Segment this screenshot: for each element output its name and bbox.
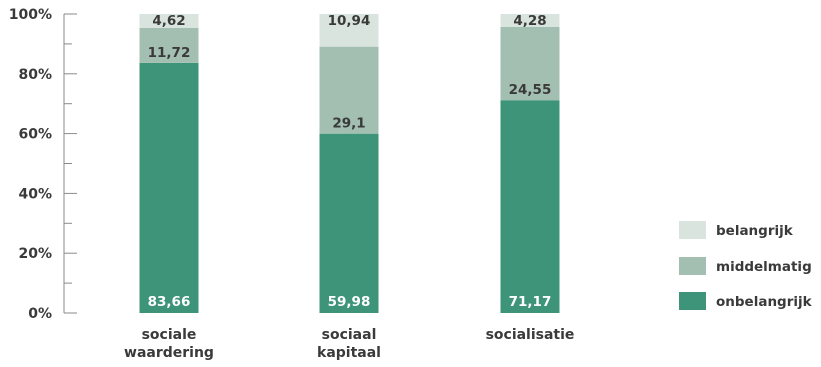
- data-label-middelmatig: 24,55: [509, 82, 552, 98]
- bar-segment-middelmatig: [319, 46, 379, 134]
- bar-segment-onbelangrijk: [500, 100, 560, 314]
- data-label-belangrijk: 10,94: [328, 13, 371, 29]
- bar-segment-belangrijk: [139, 14, 199, 28]
- y-tick-label: 80%: [18, 67, 52, 83]
- legend-swatch-onbelangrijk: [679, 292, 706, 310]
- legend: belangrijk middelmatig onbelangrijk: [679, 221, 813, 310]
- data-label-onbelangrijk: 71,17: [509, 294, 552, 310]
- data-label-middelmatig: 11,72: [148, 45, 191, 61]
- legend-swatch-middelmatig: [679, 257, 706, 275]
- category-label: sociaal kapitaal: [317, 327, 381, 361]
- bars: 83,66 11,72 4,62 59,98 29,1 10,94 71,17 24,55 4,…: [139, 13, 560, 314]
- y-tick-label: 0%: [28, 306, 52, 322]
- y-tick-label: 40%: [18, 186, 52, 202]
- data-label-belangrijk: 4,28: [513, 13, 546, 29]
- data-label-onbelangrijk: 83,66: [148, 294, 191, 310]
- category-label: socialisatie: [486, 327, 575, 343]
- y-tick-label: 100%: [9, 7, 52, 23]
- data-label-belangrijk: 4,62: [152, 13, 185, 29]
- bar-segment-middelmatig: [139, 27, 199, 63]
- bar-segment-belangrijk: [500, 14, 560, 27]
- y-tick-label: 20%: [18, 246, 52, 262]
- legend-label-belangrijk: belangrijk: [716, 223, 794, 239]
- category-label: sociale waardering: [124, 327, 214, 361]
- bar-segment-middelmatig: [500, 26, 560, 101]
- legend-swatch-belangrijk: [679, 221, 706, 239]
- y-tick-label: 60%: [18, 127, 52, 143]
- bar-segment-belangrijk: [319, 13, 379, 47]
- bar-segment-onbelangrijk: [319, 133, 379, 313]
- y-axis: 0% 20% 40% 60% 80% 100%: [9, 7, 77, 322]
- legend-label-onbelangrijk: onbelangrijk: [716, 294, 813, 310]
- category-labels: sociale waardering sociaal kapitaal socialis…: [124, 327, 574, 361]
- data-label-onbelangrijk: 59,98: [328, 294, 371, 310]
- legend-label-middelmatig: middelmatig: [716, 259, 812, 275]
- bar-segment-onbelangrijk: [139, 62, 199, 314]
- data-label-middelmatig: 29,1: [332, 116, 365, 132]
